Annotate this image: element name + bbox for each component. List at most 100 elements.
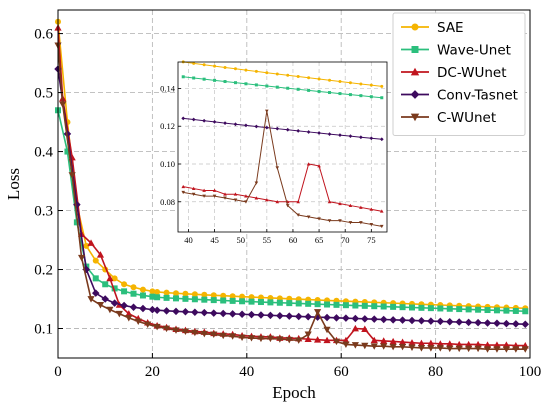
inset-data-point xyxy=(328,78,332,82)
data-point xyxy=(493,346,501,353)
data-point xyxy=(361,302,368,309)
data-point xyxy=(68,172,76,179)
data-point xyxy=(474,318,482,327)
inset-series-sae xyxy=(181,60,384,88)
data-point xyxy=(267,299,274,306)
inset-data-point xyxy=(192,61,196,65)
x-tick-label: 60 xyxy=(334,364,349,380)
inset-data-point xyxy=(254,69,258,73)
data-point xyxy=(191,308,199,316)
data-point xyxy=(115,310,123,318)
data-point xyxy=(389,343,397,351)
data-point xyxy=(361,325,369,332)
inset-data-point xyxy=(306,162,311,166)
inset-data-point xyxy=(296,75,300,79)
data-point xyxy=(408,339,416,346)
data-point xyxy=(474,345,482,353)
inset-data-point xyxy=(264,125,269,130)
legend-swatch-marker xyxy=(410,113,420,122)
inset-data-point xyxy=(191,186,196,190)
inset-data-point xyxy=(212,120,217,124)
main-series xyxy=(54,18,530,353)
data-point xyxy=(201,291,208,298)
data-point xyxy=(493,319,501,328)
inset-data-point xyxy=(307,76,311,80)
inset-x-tick-label: 70 xyxy=(341,235,350,245)
data-point xyxy=(285,336,293,344)
inset-data-point xyxy=(348,134,353,139)
data-point xyxy=(87,296,95,303)
data-point xyxy=(201,296,208,303)
data-point xyxy=(398,338,407,345)
data-point xyxy=(390,303,397,310)
data-point xyxy=(417,345,426,352)
inset-data-point xyxy=(181,116,186,121)
inset-x-tick-label: 60 xyxy=(289,235,298,245)
legend-swatch-marker xyxy=(411,46,419,53)
data-point xyxy=(484,307,491,314)
data-point xyxy=(129,303,138,312)
data-point xyxy=(333,301,340,308)
inset-data-point xyxy=(369,136,374,141)
data-point xyxy=(352,302,359,309)
data-point xyxy=(257,294,264,301)
inset-data-point xyxy=(380,96,384,100)
data-point xyxy=(324,301,331,308)
legend-label: C-WUnet xyxy=(437,110,496,126)
data-point xyxy=(465,345,473,353)
series-conv-tasnet xyxy=(54,65,530,328)
data-point xyxy=(286,300,293,307)
data-point xyxy=(483,346,492,353)
inset-zoom-chart: 40 45 50 55 60 65 70 75 0.08 0.10 0.12 0.14 xyxy=(160,60,388,245)
inset-data-point xyxy=(379,209,384,213)
data-point xyxy=(182,295,189,302)
data-point xyxy=(417,339,426,347)
data-point xyxy=(503,307,510,314)
legend-swatch-marker xyxy=(411,23,419,31)
data-point xyxy=(436,317,445,326)
legend-box xyxy=(392,12,526,136)
inset-series-line xyxy=(183,117,382,140)
legend-item-sae: SAE xyxy=(401,20,464,36)
data-point xyxy=(427,317,435,325)
inset-data-point xyxy=(296,128,301,133)
data-point xyxy=(446,340,454,347)
data-point xyxy=(163,289,170,296)
inset-data-point xyxy=(223,121,227,125)
inset-data-point xyxy=(359,205,363,209)
inset-data-point xyxy=(380,84,384,88)
legend: SAE Wave-Unet DC-WUnet Conv-Tasnet C-WUnet xyxy=(392,12,526,136)
inset-grid xyxy=(178,62,387,232)
data-point xyxy=(220,297,227,304)
data-point xyxy=(96,251,105,258)
data-point xyxy=(465,306,472,313)
y-tick-label: 0.4 xyxy=(34,145,53,161)
data-point xyxy=(370,336,378,344)
data-point xyxy=(191,291,198,298)
inset-data-point xyxy=(338,92,342,96)
data-point xyxy=(361,315,369,323)
legend-label: SAE xyxy=(437,20,464,36)
data-point xyxy=(276,311,284,320)
data-point xyxy=(418,304,425,311)
inset-data-point xyxy=(286,73,290,77)
inset-data-point xyxy=(296,87,300,91)
data-point xyxy=(323,313,331,322)
inset-y-tick-label: 0.10 xyxy=(160,159,175,169)
inset-data-point xyxy=(254,83,258,87)
data-point xyxy=(475,306,482,313)
legend-item-wave-unet: Wave-Unet xyxy=(401,43,511,59)
data-point xyxy=(248,298,255,305)
inset-data-point xyxy=(359,221,363,225)
x-axis-label: Epoch xyxy=(272,383,316,402)
legend-item-c-wunet: C-WUnet xyxy=(401,110,496,126)
inset-data-point xyxy=(327,132,332,136)
inset-series-wave-unet xyxy=(181,75,384,100)
data-point xyxy=(304,335,312,343)
inset-data-point xyxy=(244,68,248,72)
data-point xyxy=(172,327,180,334)
data-point xyxy=(521,320,530,328)
data-point xyxy=(110,299,119,307)
data-point xyxy=(389,337,397,345)
